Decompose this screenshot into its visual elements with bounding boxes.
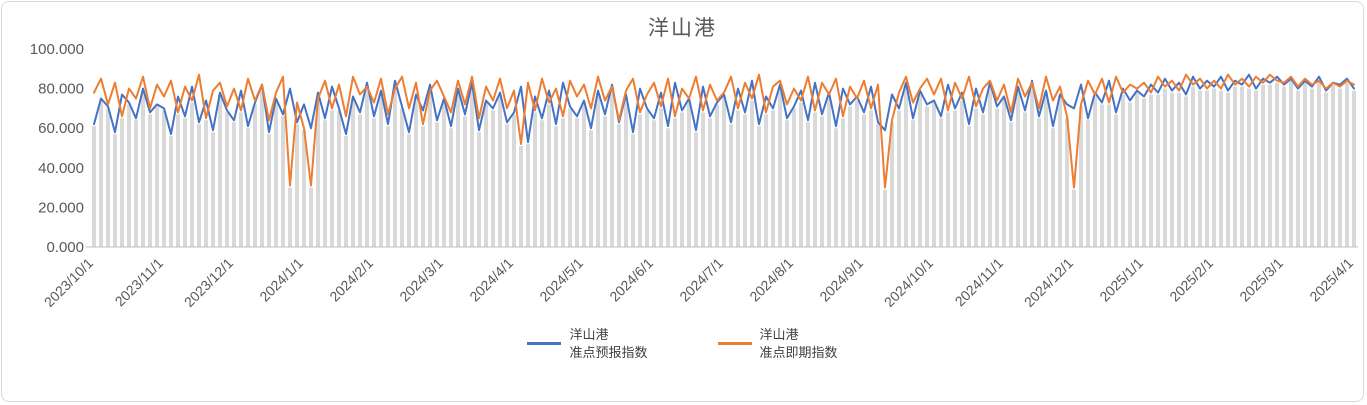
legend-label-line2: 准点预报指数 [569,344,648,360]
legend-label-spot-index: 洋山港 准点即期指数 [760,326,838,361]
x-axis-tick-label: 2024/12/1 [1021,255,1077,311]
x-axis-tick-label: 2024/5/1 [536,255,586,305]
x-axis-tick-label: 2023/12/1 [181,255,237,311]
x-axis-tick-label: 2024/10/1 [881,255,937,311]
x-axis-tick-label: 2023/10/1 [41,255,97,311]
legend-item-forecast-index: 洋山港 准点预报指数 [527,326,648,361]
series-line-spot [93,73,1355,189]
y-axis-tick-label: 100.000 [30,41,84,58]
legend-label-forecast-index: 洋山港 准点预报指数 [569,326,647,361]
x-axis-tick-label: 2024/8/1 [746,255,796,305]
x-axis-tick-label: 2023/11/1 [111,255,166,310]
y-axis-tick-label: 0.000 [46,239,84,256]
x-axis-tick-label: 2025/3/1 [1236,255,1286,305]
legend-label-line2: 准点即期指数 [759,344,838,360]
legend-swatch-orange-line [717,342,752,346]
x-axis-tick-label: 2024/3/1 [396,255,446,305]
y-axis-tick-label: 40.000 [38,160,84,177]
legend-label-line1: 洋山港 [759,327,799,342]
y-axis-tick-label: 60.000 [38,120,84,137]
legend-item-spot-index: 洋山港 准点即期指数 [717,326,838,361]
line-chart-plot-area: 0.000 20.000 40.000 60.000 80.000 100.000 2023… [30,41,1358,311]
x-axis-tick-label: 2025/4/1 [1306,255,1356,305]
y-axis-tick-label: 80.000 [38,81,84,98]
x-axis-tick-label: 2024/2/1 [326,255,376,305]
x-axis-tick-label: 2024/4/1 [466,255,516,305]
x-axis-tick-label: 2024/11/1 [951,255,1006,310]
series-line-forecast [93,73,1355,144]
x-axis-tick-label: 2024/6/1 [606,255,656,305]
legend-label-line1: 洋山港 [569,327,609,342]
x-axis-tick-label: 2025/2/1 [1166,255,1216,305]
x-axis-tick-label: 2025/1/1 [1096,255,1146,305]
x-axis-tick-label: 2024/9/1 [816,255,866,305]
x-axis-tick-label: 2024/7/1 [676,255,726,305]
x-axis-tick-label: 2024/1/1 [256,255,306,305]
y-axis-tick-label: 20.000 [38,199,84,216]
legend: 洋山港 准点预报指数 洋山港 准点即期指数 [2,326,1363,361]
legend-swatch-blue-line [527,342,562,346]
